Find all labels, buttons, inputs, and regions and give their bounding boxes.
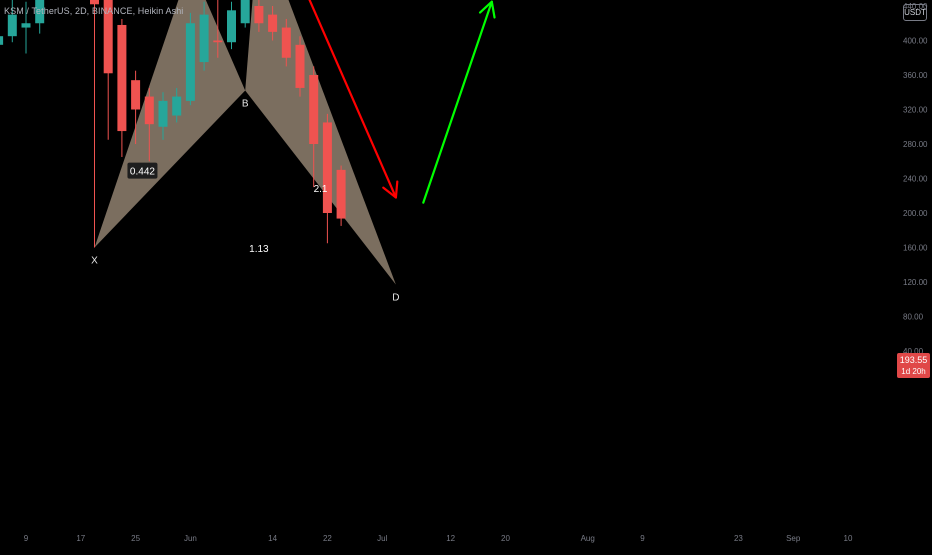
currency-badge[interactable]: USDT <box>903 4 927 21</box>
down-arrow-shaft <box>308 0 397 199</box>
point-label-x: X <box>91 256 98 267</box>
candle-body <box>322 122 332 213</box>
candle-body <box>199 14 209 63</box>
candle-body <box>7 14 17 37</box>
candle-body <box>227 10 236 43</box>
candle-body <box>240 0 250 24</box>
price-tick-label: 320.00 <box>903 106 928 115</box>
time-tick-label: 17 <box>76 534 85 543</box>
price-tick-label: 40.00 <box>903 347 924 356</box>
up-arrow-head <box>478 0 496 19</box>
candle-body <box>281 27 291 58</box>
time-tick-label: Sep <box>786 534 801 543</box>
time-tick-label: Aug <box>581 534 595 543</box>
time-tick-label: 10 <box>844 534 853 543</box>
symbol-title: KSM / TetherUS, 2D, BINANCE, Heikin Ashi <box>4 6 184 16</box>
ratio-label: 2.1 <box>314 184 328 195</box>
up-arrow-shaft <box>422 0 493 204</box>
point-label-d: D <box>392 293 399 304</box>
price-tick-label: 280.00 <box>903 140 928 149</box>
last-price-tag: 193.55 1d 20h <box>897 353 930 378</box>
point-label-b: B <box>242 99 249 110</box>
time-tick-label: 9 <box>640 534 645 543</box>
time-tick-label: 20 <box>501 534 510 543</box>
candle-body <box>268 14 278 32</box>
down-arrow-head <box>382 180 399 199</box>
last-price-value: 193.55 <box>899 355 928 365</box>
price-tick-label: 200.00 <box>903 209 928 218</box>
candle-body <box>254 6 264 24</box>
time-axis[interactable]: 9 17 25 Jun 14 22 Jul 12 20 Aug 9 23 Sep 10 <box>24 534 853 543</box>
candle-body <box>213 40 223 43</box>
price-tick-label: 400.00 <box>903 37 928 46</box>
candle-body <box>0 36 4 45</box>
time-tick-label: 25 <box>131 534 140 543</box>
candle-body <box>158 100 168 127</box>
time-tick-label: 22 <box>323 534 332 543</box>
candle-body <box>131 80 141 110</box>
price-axis[interactable]: 40.00 80.00 120.00 160.00 200.00 240.00 280.00… <box>903 0 928 356</box>
pattern-xab-triangle <box>94 0 246 248</box>
ratio-label: 0.442 <box>130 167 155 178</box>
candle-body <box>21 23 31 28</box>
price-tick-label: 160.00 <box>903 244 928 253</box>
candle-body <box>336 169 346 219</box>
time-tick-label: 9 <box>24 534 29 543</box>
candle-body <box>103 0 113 74</box>
time-tick-label: 14 <box>268 534 277 543</box>
ratio-label: 1.13 <box>249 244 269 255</box>
time-tick-label: 12 <box>446 534 455 543</box>
time-tick-label: 23 <box>734 534 743 543</box>
candle-body <box>90 0 99 5</box>
candle-body <box>117 24 127 132</box>
candle-body <box>35 0 45 24</box>
price-tick-label: 120.00 <box>903 278 928 287</box>
candle-body <box>309 75 319 144</box>
bat-pattern <box>94 0 396 285</box>
trend-arrows <box>308 0 496 204</box>
bar-countdown: 1d 20h <box>901 367 926 376</box>
ratio-box <box>127 162 158 179</box>
price-tick-label: 360.00 <box>903 71 928 80</box>
price-tick-label: 440.00 <box>903 2 928 11</box>
time-tick-label: Jul <box>377 534 387 543</box>
pattern-bcd-triangle <box>245 0 396 285</box>
candle-body <box>144 96 154 125</box>
candle-body <box>172 96 182 116</box>
time-tick-label: Jun <box>184 534 197 543</box>
price-tick-label: 80.00 <box>903 313 924 322</box>
price-tick-label: 240.00 <box>903 175 928 184</box>
candle-body <box>295 44 305 88</box>
candle-body <box>185 23 195 101</box>
candles <box>0 0 346 248</box>
